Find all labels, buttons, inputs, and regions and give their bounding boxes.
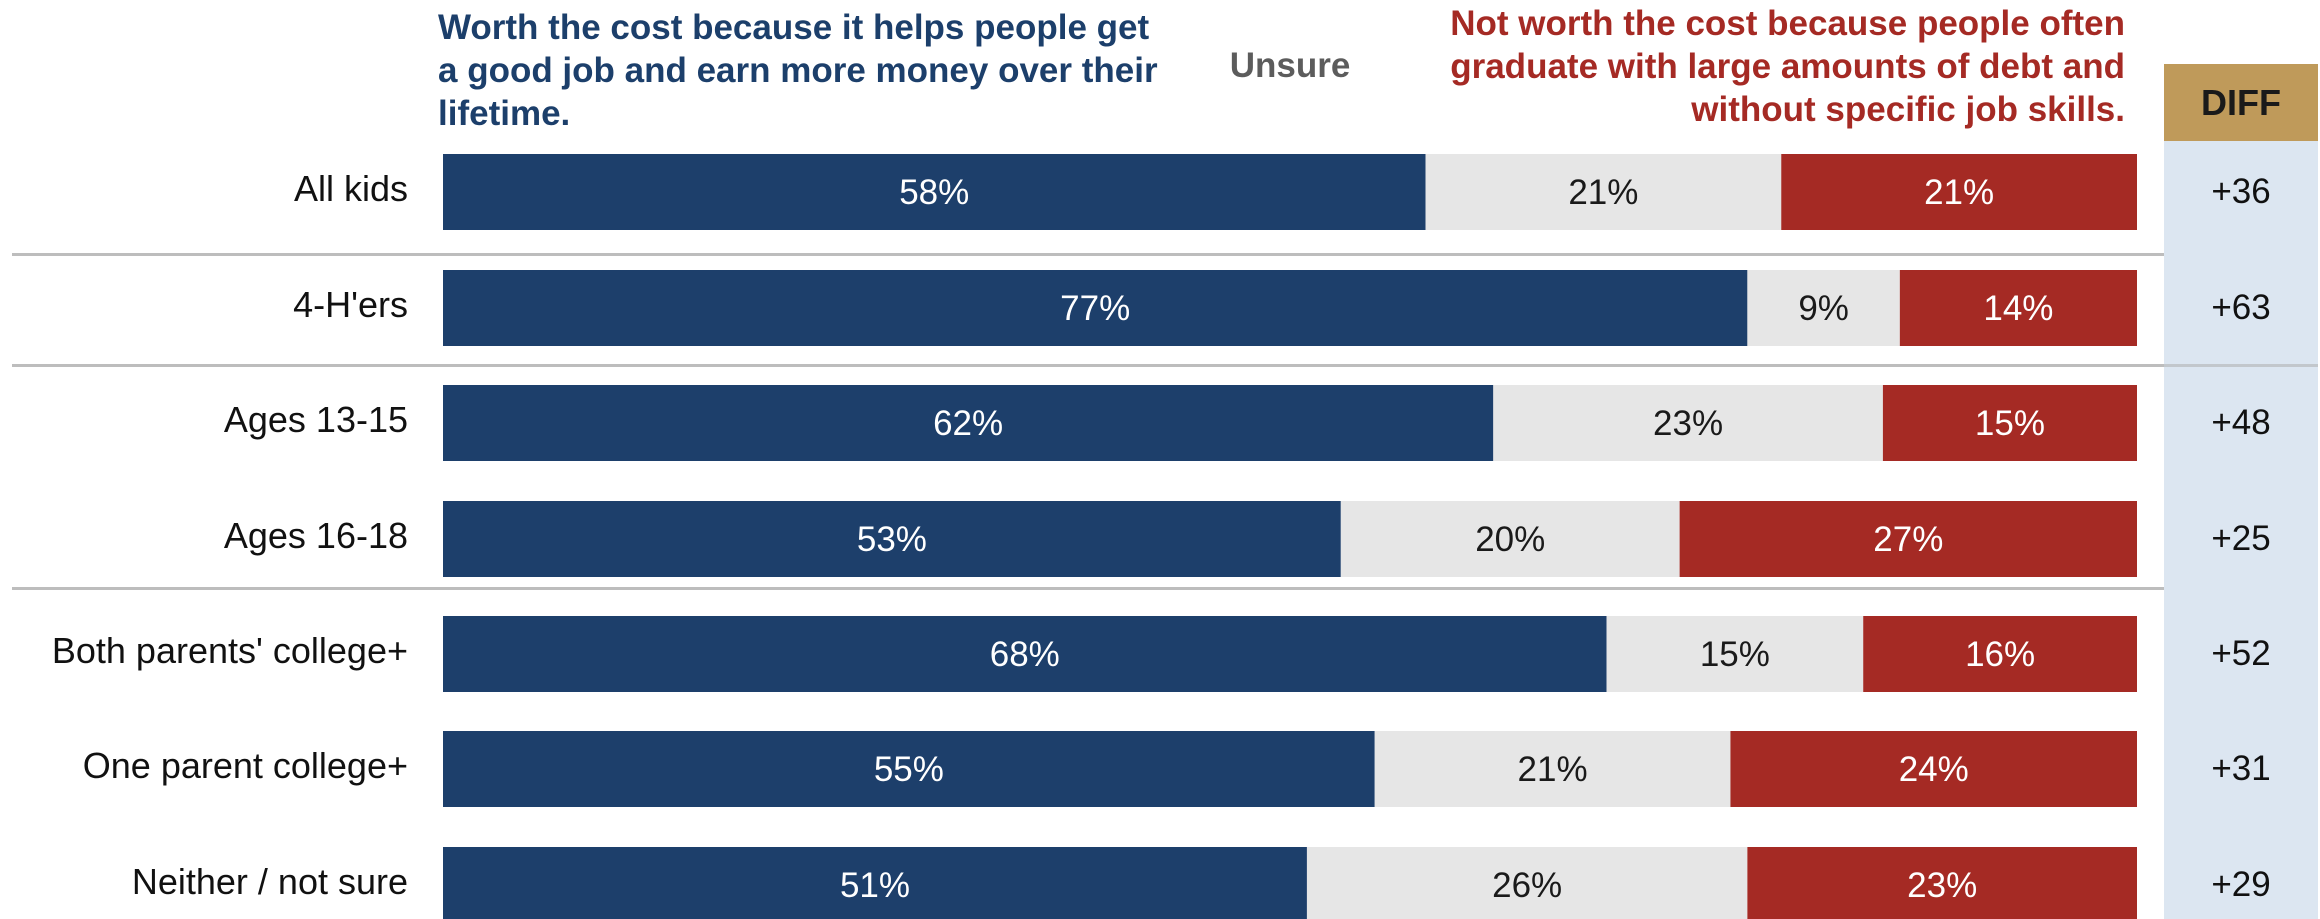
category-label: Ages 16-18 <box>223 515 408 556</box>
bar-not-worth <box>1781 154 2137 230</box>
data-label-worth: 55% <box>874 750 944 789</box>
data-label-not-worth: 27% <box>1873 520 1943 559</box>
diff-value: +63 <box>2211 288 2271 327</box>
category-label: Both parents' college+ <box>51 630 408 671</box>
category-label: One parent college+ <box>82 745 408 786</box>
diff-value: +48 <box>2211 403 2271 442</box>
data-label-not-worth: 21% <box>1924 173 1994 212</box>
group-divider <box>12 364 2164 367</box>
bar-worth <box>443 501 1341 577</box>
bar-unsure <box>1425 154 1782 230</box>
diff-divider <box>2164 364 2318 367</box>
data-label-not-worth: 16% <box>1965 635 2035 674</box>
diff-value: +31 <box>2211 749 2271 788</box>
legend-unsure-label: Unsure <box>1229 46 1351 85</box>
bar-not-worth <box>1882 385 2137 461</box>
bar-worth <box>443 847 1307 919</box>
data-label-worth: 58% <box>899 173 969 212</box>
category-label: 4-H'ers <box>293 284 408 325</box>
data-label-worth: 53% <box>857 520 927 559</box>
data-label-unsure: 21% <box>1518 750 1588 789</box>
group-divider <box>12 253 2164 256</box>
bar-unsure <box>1374 731 1731 807</box>
data-label-unsure: 26% <box>1492 866 1562 905</box>
legend-worth-label: Worth the cost because it helps people g… <box>438 8 1158 133</box>
diff-value: +52 <box>2211 634 2271 673</box>
diff-value: +29 <box>2211 865 2271 904</box>
bar-unsure <box>1606 616 1864 692</box>
data-label-not-worth: 14% <box>1983 289 2053 328</box>
bar-not-worth <box>1679 501 2137 577</box>
data-label-not-worth: 15% <box>1975 404 2045 443</box>
bar-worth <box>443 616 1607 692</box>
bar-unsure <box>1747 270 1900 346</box>
group-divider <box>12 587 2164 590</box>
bar-unsure <box>1493 385 1883 461</box>
diff-value: +25 <box>2211 519 2271 558</box>
data-label-unsure: 9% <box>1798 289 1849 328</box>
category-label: All kids <box>293 168 408 209</box>
data-label-worth: 62% <box>933 404 1003 443</box>
data-label-unsure: 20% <box>1475 520 1545 559</box>
bar-not-worth <box>1730 731 2137 807</box>
data-label-not-worth: 23% <box>1907 866 1977 905</box>
diff-column: DIFF <box>2164 64 2318 919</box>
data-label-worth: 77% <box>1060 289 1130 328</box>
bar-worth <box>443 154 1426 230</box>
diff-header: DIFF <box>2164 64 2318 141</box>
bar-not-worth <box>1899 270 2137 346</box>
data-label-unsure: 23% <box>1653 404 1723 443</box>
category-label: Ages 13-15 <box>223 399 408 440</box>
bar-worth <box>443 731 1375 807</box>
bar-worth <box>443 385 1494 461</box>
data-label-unsure: 15% <box>1700 635 1770 674</box>
bar-not-worth <box>1863 616 2137 692</box>
legend-not-worth-label: Not worth the cost because people often … <box>1450 4 2125 129</box>
bar-not-worth <box>1747 847 2137 919</box>
data-label-worth: 51% <box>840 866 910 905</box>
data-label-unsure: 21% <box>1568 173 1638 212</box>
category-label: Neither / not sure <box>131 861 408 902</box>
bar-unsure <box>1306 847 1748 919</box>
bar-worth <box>443 270 1748 346</box>
data-label-not-worth: 24% <box>1899 750 1969 789</box>
bar-unsure <box>1340 501 1680 577</box>
diff-value: +36 <box>2211 172 2271 211</box>
data-label-worth: 68% <box>990 635 1060 674</box>
